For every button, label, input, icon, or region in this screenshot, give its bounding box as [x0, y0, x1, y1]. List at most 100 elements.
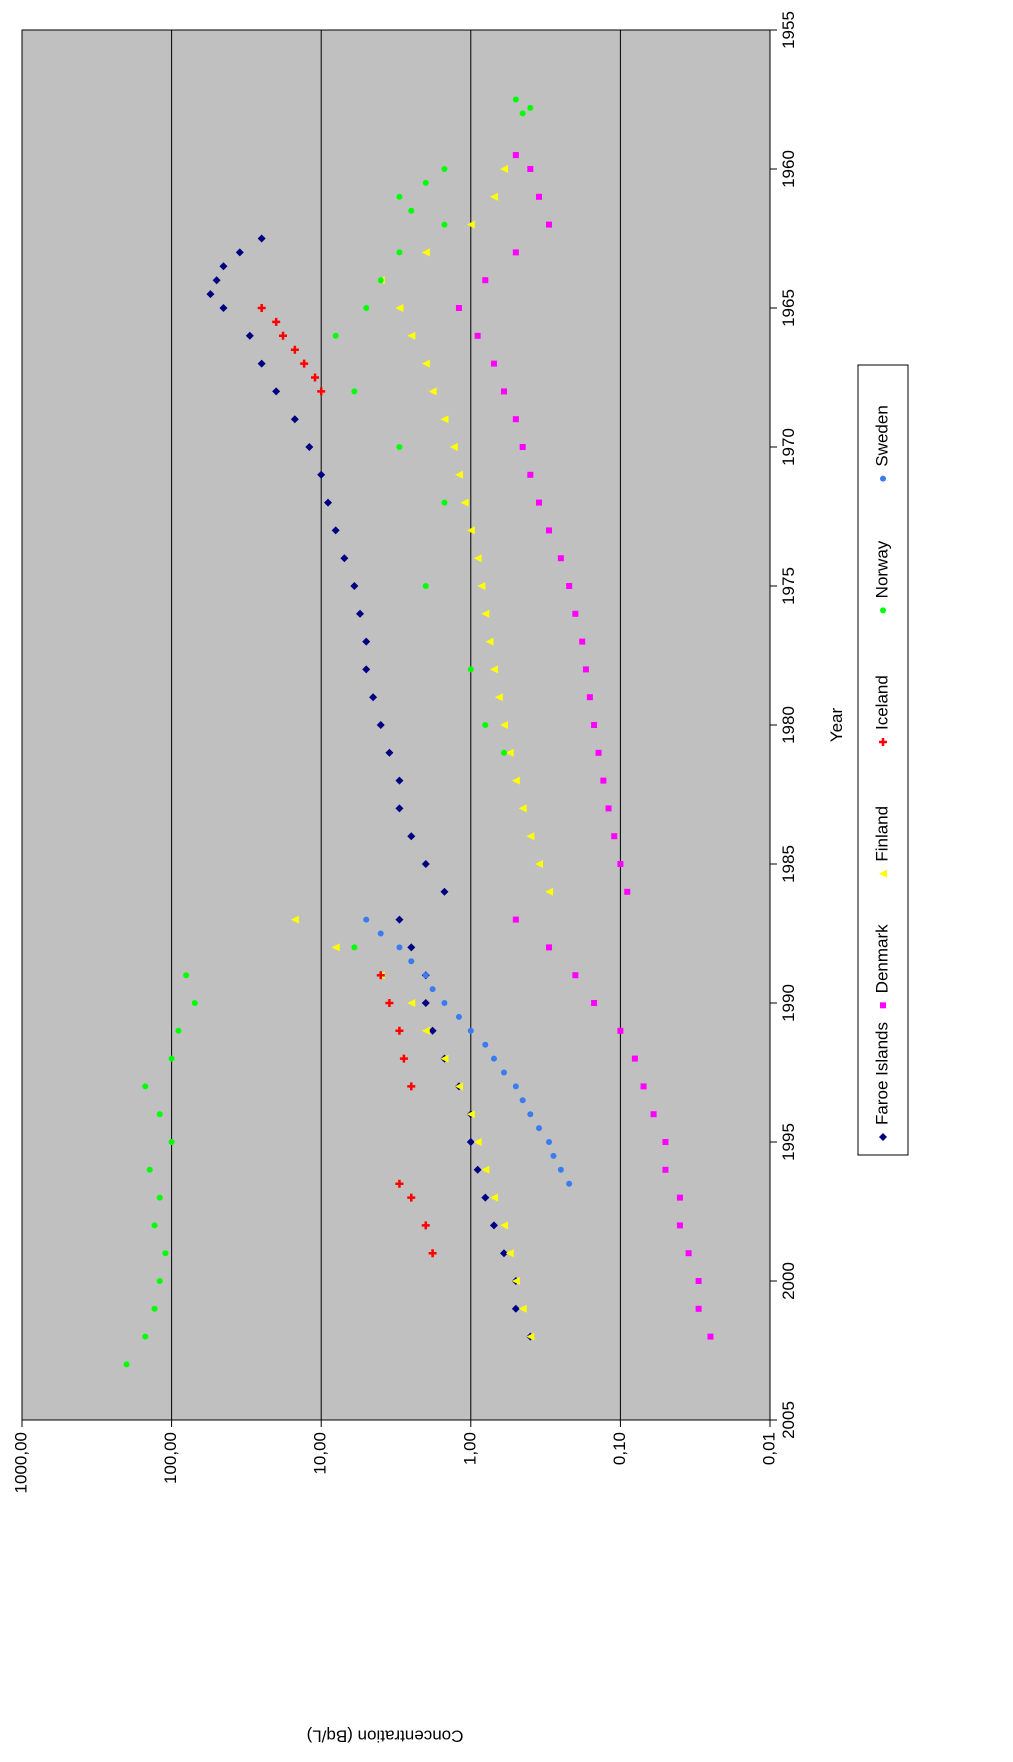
series-iceland: [257, 304, 437, 1258]
year-tick-label: 2005: [779, 1401, 798, 1439]
data-point: [395, 804, 404, 813]
data-point: [572, 972, 579, 979]
series-norway: [123, 96, 534, 1368]
data-point: [421, 359, 430, 368]
data-point: [467, 1027, 474, 1034]
data-point: [650, 1111, 657, 1118]
data-point: [441, 221, 448, 228]
data-point: [363, 916, 370, 923]
data-point: [385, 999, 394, 1007]
data-point: [519, 444, 526, 450]
data-point: [407, 999, 416, 1007]
data-point: [454, 1082, 463, 1091]
data-point: [396, 193, 403, 200]
data-point: [494, 693, 503, 702]
data-point: [490, 1055, 497, 1062]
data-point: [489, 665, 498, 674]
data-point: [257, 234, 266, 243]
data-point: [631, 1055, 638, 1062]
data-point: [212, 276, 221, 285]
data-point: [489, 192, 498, 201]
data-point: [440, 887, 449, 896]
data-point: [440, 1054, 449, 1063]
data-point: [440, 415, 449, 424]
legend-label: Denmark: [872, 924, 891, 993]
data-point: [362, 665, 371, 674]
data-point: [407, 1082, 416, 1091]
data-point: [279, 331, 288, 340]
data-point: [466, 526, 475, 535]
data-point: [156, 1194, 163, 1201]
data-point: [482, 722, 489, 728]
data-point: [481, 609, 490, 618]
data-point: [500, 388, 507, 395]
data-point: [546, 527, 553, 534]
data-point: [595, 749, 602, 756]
data-point: [407, 1193, 416, 1202]
data-point: [331, 526, 340, 535]
data-point: [499, 721, 508, 729]
year-tick-label: 1995: [779, 1123, 798, 1161]
data-point: [317, 387, 326, 396]
data-point: [466, 1110, 475, 1119]
axis-labels: Year Concentration (Bq/L): [307, 707, 846, 1745]
data-point: [422, 972, 429, 979]
data-point: [662, 1139, 669, 1145]
data-point: [518, 1304, 527, 1313]
data-point: [481, 1193, 490, 1202]
data-point: [421, 999, 430, 1007]
data-point: [579, 638, 586, 645]
data-point: [485, 637, 494, 646]
data-point: [395, 304, 404, 312]
year-tick-label: 1970: [779, 428, 798, 466]
data-point: [481, 1165, 490, 1174]
data-point: [428, 1249, 437, 1258]
data-point: [685, 1250, 692, 1257]
data-point: [206, 290, 215, 299]
data-point: [396, 944, 403, 951]
data-point: [557, 1166, 564, 1173]
data-point: [408, 958, 415, 965]
data-point: [466, 1138, 475, 1146]
data-point: [640, 1083, 647, 1090]
data-point: [467, 666, 474, 673]
data-point: [466, 220, 475, 229]
data-point: [499, 1249, 508, 1258]
data-point: [519, 110, 526, 117]
data-point: [428, 1026, 437, 1035]
data-point: [422, 179, 429, 186]
data-point: [482, 277, 489, 284]
data-point: [324, 498, 333, 507]
data-point: [162, 1250, 169, 1257]
data-point: [536, 193, 543, 200]
data-point: [454, 470, 463, 479]
data-point: [156, 1278, 163, 1284]
data-point: [536, 1125, 543, 1132]
data-point: [512, 916, 519, 923]
data-point: [142, 1333, 149, 1340]
data-point: [156, 1111, 163, 1118]
data-point: [395, 776, 404, 785]
data-point: [518, 804, 527, 813]
year-tick-label: 1960: [779, 150, 798, 188]
data-point: [676, 1222, 683, 1229]
data-point: [474, 332, 481, 339]
data-point: [300, 359, 309, 368]
data-point: [676, 1194, 683, 1201]
data-point: [376, 721, 385, 729]
data-point: [396, 444, 403, 450]
legend-marker: [880, 607, 886, 614]
legend-marker: [879, 869, 887, 878]
legend: Faroe Islands Denmark Finland Iceland Norway…: [857, 364, 909, 1156]
data-point: [351, 388, 358, 395]
data-point: [311, 373, 320, 382]
data-point: [591, 1000, 598, 1006]
data-point: [557, 555, 564, 562]
concentration-tick-label: 10,00: [311, 1432, 330, 1475]
data-point: [512, 1083, 519, 1090]
concentration-tick-label: 0,01: [759, 1432, 778, 1465]
data-point: [305, 443, 314, 451]
data-point: [512, 249, 519, 256]
data-point: [546, 221, 553, 228]
data-point: [455, 1013, 462, 1020]
